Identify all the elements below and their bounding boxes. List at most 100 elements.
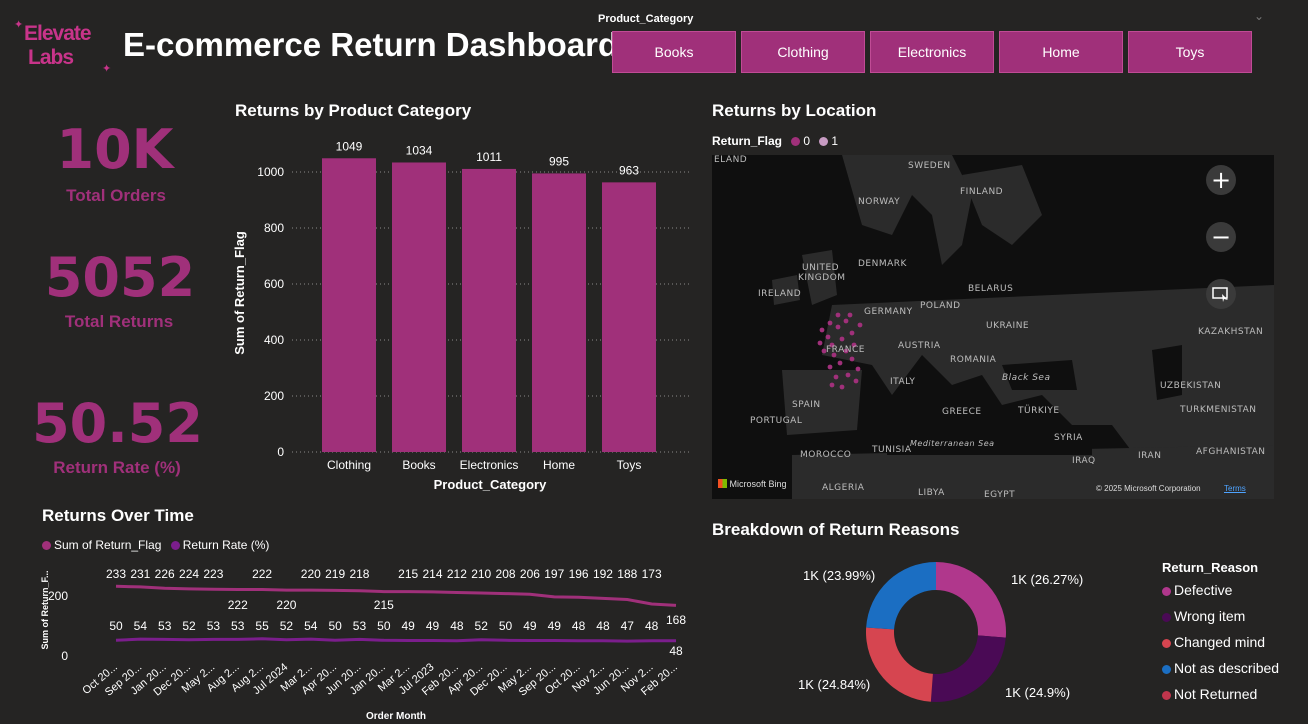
map-return-dot[interactable] — [819, 327, 825, 333]
legend-dot — [1162, 691, 1171, 700]
map-return-dot[interactable] — [817, 340, 823, 346]
donut-chart[interactable] — [850, 546, 1020, 716]
donut-slice-defective[interactable] — [936, 562, 1006, 638]
line-data-label: 47 — [621, 619, 635, 633]
line-series-returns[interactable] — [115, 584, 677, 607]
line-data-label: 188 — [617, 567, 637, 581]
slicer-option-home[interactable]: Home — [999, 31, 1123, 73]
bar-category-label: Books — [402, 458, 435, 472]
map-return-dot[interactable] — [853, 378, 859, 384]
bar-y-tick: 200 — [264, 389, 284, 403]
map-label: IRAQ — [1072, 456, 1096, 466]
slicer-option-toys[interactable]: Toys — [1128, 31, 1252, 73]
legend-returns-label: Sum of Return_Flag — [54, 538, 162, 552]
slicer-option-clothing[interactable]: Clothing — [741, 31, 865, 73]
line-data-label: 222 — [252, 567, 272, 581]
map-return-dot[interactable] — [829, 382, 835, 388]
donut-slice-changed-mind[interactable] — [866, 627, 933, 702]
bar-y-tick: 600 — [264, 277, 284, 291]
return-rate-label: Return Rate (%) — [53, 458, 181, 477]
map-return-dot[interactable] — [847, 312, 853, 318]
line-chart-xlabel: Order Month — [366, 711, 426, 722]
map-return-dot[interactable] — [843, 348, 849, 354]
line-chart[interactable]: Sum of Return_F... 200 0 233 231 226 224 223… — [38, 558, 692, 724]
map-return-dot[interactable] — [827, 364, 833, 370]
map-label: EGYPT — [984, 490, 1016, 499]
line-data-label: 192 — [593, 567, 613, 581]
zoom-out-icon[interactable]: − — [1206, 222, 1236, 252]
slice-label-not-as-described: 1K (23.99%) — [803, 568, 876, 583]
line-data-label: 49 — [426, 619, 440, 633]
donut-slice-not-as-described[interactable] — [866, 562, 936, 630]
map-return-dot[interactable] — [843, 318, 849, 324]
legend-dot — [1162, 613, 1171, 622]
legend-label: Defective — [1174, 582, 1233, 598]
map-return-dot[interactable] — [827, 320, 833, 326]
map-label: TÜRKIYE — [1018, 406, 1060, 416]
legend-item-defective[interactable]: Defective — [1162, 582, 1279, 608]
map-return-dot[interactable] — [849, 356, 855, 362]
chevron-down-icon[interactable]: ⌄ — [1254, 9, 1265, 23]
map-return-dot[interactable] — [839, 336, 845, 342]
map-return-dot[interactable] — [845, 372, 851, 378]
line-chart-ylabel: Sum of Return_F... — [40, 570, 50, 649]
line-series-rate[interactable] — [115, 637, 676, 643]
map-return-dot[interactable] — [829, 342, 835, 348]
bar-clothing[interactable] — [322, 158, 376, 452]
legend-dot — [1162, 665, 1171, 674]
map-return-dot[interactable] — [833, 374, 839, 380]
bar-chart[interactable]: 0 200 400 600 800 1000 1049 1034 1011 995 963 Clo… — [230, 128, 690, 498]
legend-item-not-as-described[interactable]: Not as described — [1162, 660, 1279, 686]
legend-dot-0 — [791, 137, 801, 146]
slice-label-defective: 1K (26.27%) — [1011, 572, 1084, 587]
line-data-label: 55 — [255, 619, 269, 633]
map-label: Black Sea — [1002, 373, 1051, 383]
donut-slice-wrong-item[interactable] — [930, 635, 1006, 702]
bar-electronics[interactable] — [462, 168, 516, 453]
select-area-icon[interactable] — [1206, 279, 1236, 309]
map-return-dot[interactable] — [855, 366, 861, 372]
map-return-dot[interactable] — [837, 360, 843, 366]
line-data-label: 50 — [109, 619, 123, 633]
map-label: SPAIN — [792, 400, 821, 410]
slicer-option-electronics[interactable]: Electronics — [870, 31, 994, 73]
map-return-dot[interactable] — [835, 312, 841, 318]
line-data-label: 214 — [423, 567, 443, 581]
bar-books[interactable] — [392, 162, 446, 453]
bar-home[interactable] — [532, 173, 586, 452]
map-return-dot[interactable] — [835, 324, 841, 330]
slicer-option-books[interactable]: Books — [612, 31, 736, 73]
map-terms-link[interactable]: Terms — [1224, 484, 1246, 493]
map-return-dot[interactable] — [831, 352, 837, 358]
line-data-label: 50 — [499, 619, 513, 633]
map-return-dot[interactable] — [849, 330, 855, 336]
map-label: UZBEKISTAN — [1160, 381, 1222, 391]
line-data-label: 210 — [471, 567, 491, 581]
legend-item-not-returned[interactable]: Not Returned — [1162, 686, 1279, 712]
bar-category-label: Home — [543, 458, 575, 472]
map-label: UNITED — [802, 263, 840, 273]
line-data-label: 224 — [179, 567, 199, 581]
legend-label: Not as described — [1174, 660, 1280, 676]
map-return-dot[interactable] — [821, 348, 827, 354]
map-return-dot[interactable] — [857, 322, 863, 328]
line-data-label: 226 — [155, 567, 175, 581]
bar-category-label: Clothing — [327, 458, 371, 472]
location-map[interactable]: ELAND SWEDEN FINLAND NORWAY DENMARK UNIT… — [712, 155, 1274, 499]
line-data-label: 215 — [374, 598, 394, 612]
legend-label: Not Returned — [1174, 686, 1258, 702]
line-data-label: 50 — [328, 619, 342, 633]
line-data-label: 208 — [496, 567, 516, 581]
legend-item-changed-mind[interactable]: Changed mind — [1162, 634, 1279, 660]
map-label: AUSTRIA — [898, 341, 941, 351]
line-data-label: 206 — [520, 567, 540, 581]
zoom-in-icon[interactable]: + — [1206, 165, 1236, 195]
legend-dot-returns — [42, 541, 51, 550]
bar-toys[interactable] — [602, 182, 656, 453]
map-return-dot[interactable] — [851, 342, 857, 348]
map-return-dot[interactable] — [825, 334, 831, 340]
legend-item-wrong-item[interactable]: Wrong item — [1162, 608, 1279, 634]
map-return-dot[interactable] — [839, 384, 845, 390]
bar-y-tick: 0 — [277, 445, 284, 459]
map-label: IRELAND — [758, 289, 802, 299]
